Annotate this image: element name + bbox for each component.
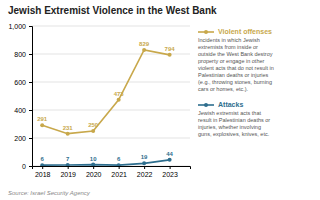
series-point	[40, 123, 44, 127]
data-label: 231	[63, 125, 74, 131]
series-point	[168, 53, 172, 57]
y-tick: 1,000	[8, 23, 32, 30]
legend-item: Violent offenses Incidents in which Jewis…	[198, 28, 274, 92]
x-axis: 2018 2019 2020 2021 2022 2023	[33, 166, 191, 178]
data-label: 7	[66, 156, 70, 162]
y-tick: 200	[14, 135, 32, 142]
y-tick-label: 200	[14, 135, 26, 142]
x-axis-line	[33, 167, 191, 170]
y-tick: 400	[14, 107, 32, 114]
y-tick-mark	[29, 54, 32, 55]
y-tick-label: 800	[14, 51, 26, 58]
legend-description-line: guns, explosives, knives, etc.	[198, 131, 270, 137]
x-tick-label: 2023	[162, 171, 178, 178]
y-tick-mark	[29, 166, 32, 167]
legend-description-line: extremists from inside or	[198, 44, 258, 50]
y-tick-mark	[29, 110, 32, 111]
legend-description-line: injuries, whether involving	[198, 124, 261, 130]
y-tick: 800	[14, 51, 32, 58]
title: Jewish Extremist Violence in the West Ba…	[8, 5, 217, 16]
y-axis: 0 200 400 600 800 1,000	[8, 23, 32, 170]
x-tick-label: 2019	[60, 171, 76, 178]
y-tick-label: 0	[22, 163, 26, 170]
x-tick: 2021	[111, 166, 127, 178]
y-tick-mark	[29, 138, 32, 139]
series-point	[91, 163, 95, 166]
legend-description-line: outside the West Bank destroy	[198, 51, 273, 57]
data-label: 291	[37, 116, 48, 122]
source: Source: Israel Security Agency	[8, 190, 91, 196]
grid-line	[32, 26, 190, 27]
data-label: 6	[117, 156, 121, 162]
x-tick: 2019	[60, 166, 76, 178]
x-tick-mark	[42, 166, 43, 169]
series-point	[66, 132, 70, 136]
series-point	[142, 48, 146, 52]
y-tick-label: 600	[14, 79, 26, 86]
legend-description-line: violent acts that do not result in	[198, 65, 274, 71]
data-label: 10	[90, 156, 97, 162]
data-label: 19	[141, 154, 148, 160]
x-tick-mark	[144, 166, 145, 169]
y-tick: 0	[22, 163, 32, 170]
x-tick-label: 2020	[86, 171, 102, 178]
series-point	[66, 163, 70, 166]
series-point	[142, 161, 146, 165]
series-line	[42, 50, 169, 134]
legend-description: Jewish extremist acts thatresult in Pale…	[198, 110, 270, 137]
plot-area	[40, 48, 171, 166]
x-tick-mark	[119, 166, 120, 169]
series-point	[91, 129, 95, 133]
data-label: 250	[88, 122, 99, 128]
series-point	[117, 163, 121, 166]
x-tick: 2022	[137, 166, 153, 178]
y-tick-label: 1,000	[8, 23, 26, 30]
data-label: 6	[41, 156, 45, 162]
legend-description-line: cars or homes, etc.).	[198, 86, 249, 92]
x-tick-mark	[68, 166, 69, 169]
series-point	[168, 158, 172, 162]
x-tick-mark	[170, 166, 171, 169]
data-label: 794	[165, 46, 176, 52]
legend-description: Incidents in which Jewishextremists from…	[198, 37, 274, 92]
x-tick-label: 2021	[111, 171, 127, 178]
x-tick-mark	[93, 166, 94, 169]
data-label: 473	[114, 91, 125, 97]
x-tick: 2018	[35, 166, 51, 178]
legend-description-line: Jewish extremist acts that	[198, 110, 261, 116]
legend-description-line: result in Palestinian deaths or	[198, 117, 270, 123]
legend-description-line: Incidents in which Jewish	[198, 37, 260, 43]
x-tick: 2020	[86, 166, 102, 178]
grid-line	[32, 82, 190, 83]
series-point	[117, 98, 121, 102]
data-label: 44	[166, 151, 173, 157]
series-point	[40, 163, 44, 166]
legend-description-line: (e.g., throwing stones, burning	[198, 79, 272, 85]
legend-marker	[204, 30, 208, 34]
x-tick-label: 2022	[137, 171, 153, 178]
series-line	[42, 160, 169, 165]
y-tick-mark	[29, 26, 32, 27]
legend-item: Attacks Jewish extremist acts thatresult …	[198, 101, 270, 137]
legend-title: Attacks	[218, 101, 243, 108]
data-label: 829	[139, 41, 150, 47]
x-tick-label: 2018	[35, 171, 51, 178]
legend-marker	[204, 103, 208, 107]
chart: Jewish Extremist Violence in the West Ba…	[0, 0, 320, 200]
grid	[32, 26, 190, 166]
legend: Violent offenses Incidents in which Jewis…	[198, 28, 274, 137]
legend-description-line: Palestinian deaths or injuries	[198, 72, 269, 78]
grid-line	[32, 138, 190, 139]
legend-description-line: property or engage in other	[198, 58, 265, 64]
data-labels: 291 231 250 473 829 794 6 7 10 6 19 44	[37, 41, 175, 162]
y-tick-mark	[29, 82, 32, 83]
legend-title: Violent offenses	[218, 28, 272, 35]
y-tick: 600	[14, 79, 32, 86]
x-tick: 2023	[162, 166, 178, 178]
y-axis-line	[29, 27, 33, 167]
y-tick-label: 400	[14, 107, 26, 114]
